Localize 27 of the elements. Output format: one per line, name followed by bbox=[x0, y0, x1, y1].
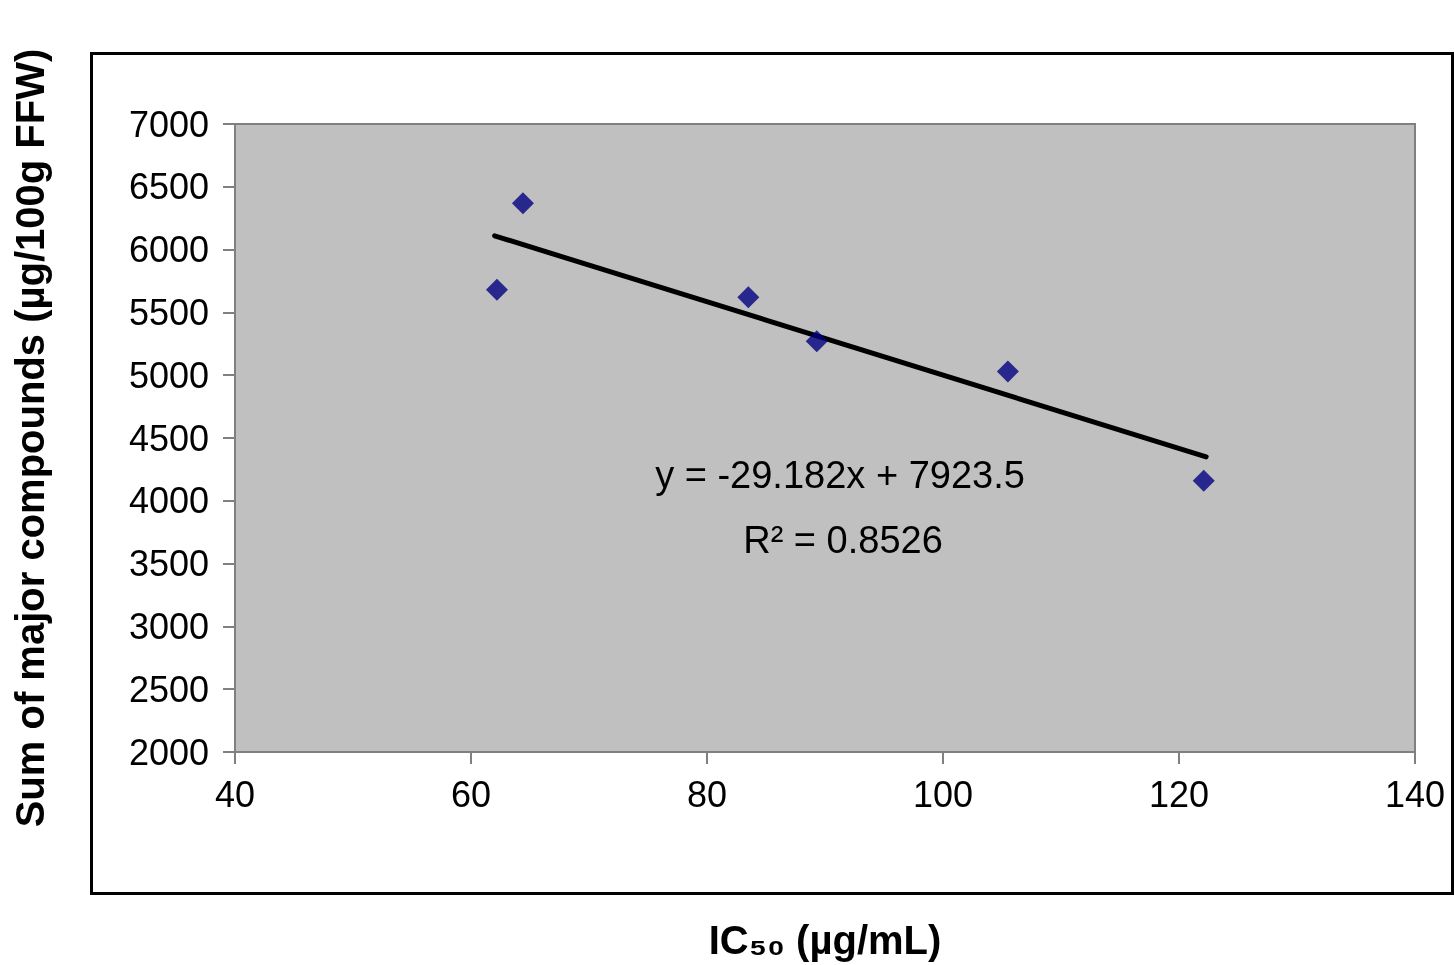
point bbox=[996, 360, 1019, 383]
x-tick-label: 140 bbox=[1384, 773, 1446, 815]
y-tick-label: 3000 bbox=[128, 605, 209, 647]
y-tick-label: 7000 bbox=[128, 103, 209, 145]
y-tick-label: 4000 bbox=[128, 480, 209, 522]
y-tick-label: 6500 bbox=[128, 166, 209, 208]
y-tick-label: 2000 bbox=[128, 731, 209, 773]
y-tick-label: 5000 bbox=[128, 354, 209, 396]
y-tick-label: 6000 bbox=[128, 229, 209, 271]
y-axis-title: Sum of major compounds (µg/100g FFW) bbox=[8, 48, 52, 828]
y-tick-label: 4500 bbox=[128, 417, 209, 459]
point bbox=[1192, 469, 1215, 492]
x-tick-label: 80 bbox=[686, 773, 728, 815]
annotation: y = -29.182x + 7923.5 bbox=[655, 454, 1025, 496]
x-tick-label: 100 bbox=[912, 773, 974, 815]
annotation: R² = 0.8526 bbox=[743, 519, 943, 561]
x-axis-title: IC₅₀ (µg/mL) bbox=[708, 918, 942, 962]
point bbox=[737, 286, 760, 309]
y-tick-label: 3500 bbox=[128, 543, 209, 585]
point bbox=[511, 192, 534, 215]
x-tick-label: 60 bbox=[450, 773, 492, 815]
y-tick-label: 5500 bbox=[128, 291, 209, 333]
x-tick-label: 40 bbox=[214, 773, 256, 815]
y-tick-label: 2500 bbox=[128, 668, 209, 710]
point bbox=[805, 330, 828, 353]
x-tick-label: 120 bbox=[1148, 773, 1210, 815]
point bbox=[485, 278, 508, 301]
